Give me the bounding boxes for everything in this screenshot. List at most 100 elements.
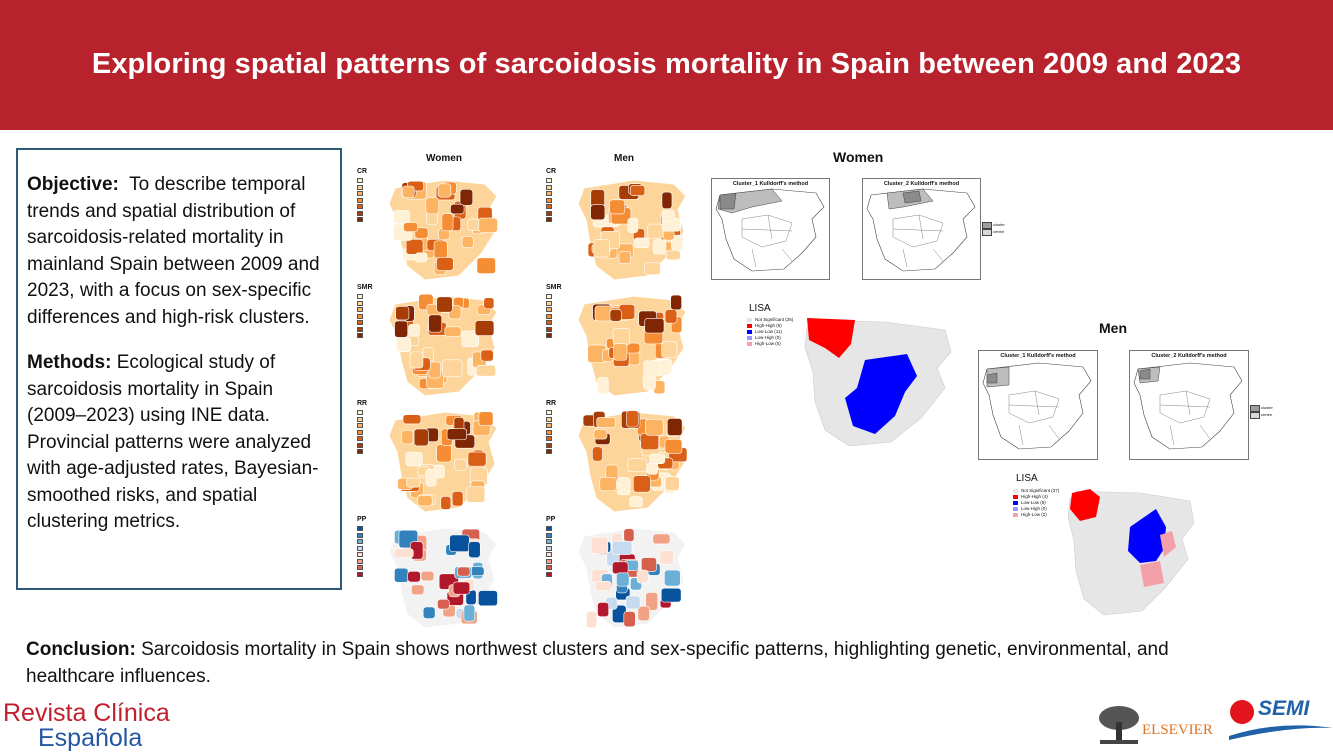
- legend-swatch: [357, 442, 363, 448]
- province-region: [609, 309, 622, 322]
- legend-swatch: [546, 565, 552, 570]
- province-region: [405, 239, 424, 255]
- legend-swatch: [546, 449, 552, 454]
- province-region: [592, 446, 603, 462]
- women-column-title: Women: [426, 153, 462, 164]
- province-region: [637, 605, 650, 621]
- province-region: [593, 429, 608, 440]
- province-region: [452, 581, 471, 595]
- legend-swatch: [357, 300, 363, 306]
- province-region: [623, 611, 636, 628]
- legend-swatch: [357, 565, 363, 570]
- legend-swatch: [357, 294, 363, 299]
- objective-paragraph: Objective: To describe temporal trends a…: [27, 172, 330, 331]
- men-smr-map: [577, 294, 687, 397]
- province-region: [629, 185, 646, 197]
- elsevier-tree-logo: [1096, 704, 1142, 748]
- lisa-legend-swatch: [1013, 506, 1018, 511]
- men-cluster-title: Men: [1099, 320, 1127, 336]
- province-region: [466, 486, 486, 503]
- lisa-legend-item: Low-High (0): [747, 335, 793, 341]
- conclusion-label: Conclusion:: [26, 639, 136, 660]
- legend-swatch: [546, 313, 552, 319]
- province-region: [420, 570, 435, 582]
- men-cluster2-panel: Cluster_2 Kulldorff's method: [1129, 350, 1249, 460]
- province-region: [647, 223, 664, 239]
- province-region: [476, 364, 496, 377]
- lisa-legend-item: Not Significant (26): [747, 317, 793, 323]
- province-region: [440, 496, 452, 510]
- women-cluster2-panel: Cluster_2 Kulldorff's method: [862, 178, 981, 280]
- province-region: [433, 240, 448, 259]
- legend-swatch: [546, 552, 552, 557]
- province-region: [425, 469, 437, 487]
- men-lisa-title: LISA: [1016, 473, 1038, 484]
- legend-swatch: [546, 333, 552, 338]
- legend-swatch: [357, 326, 363, 332]
- province-region: [449, 534, 470, 552]
- legend-swatch: [357, 532, 363, 538]
- lisa-legend-item: Not Significant (37): [1013, 488, 1059, 494]
- women-smr-map: [388, 293, 498, 397]
- men-cluster-legend-label: cluster: [1261, 405, 1273, 410]
- legend-swatch: [546, 294, 552, 299]
- province-region: [467, 451, 487, 467]
- province-region: [451, 491, 464, 507]
- province-region: [633, 475, 651, 493]
- methods-label: Methods:: [27, 352, 112, 373]
- women-cluster2-map: [866, 188, 976, 272]
- men-pp-legend: [546, 526, 552, 578]
- province-region: [586, 611, 598, 628]
- men-rr-legend: [546, 410, 552, 456]
- journal-name-line2: Española: [38, 724, 143, 752]
- women-cr-row-label: CR: [357, 168, 368, 175]
- province-region: [643, 373, 656, 391]
- women-cluster2-title: Cluster_2 Kulldorff's method: [883, 181, 960, 187]
- semi-logo-dot: [1230, 700, 1254, 724]
- province-region: [640, 433, 660, 450]
- province-region: [617, 477, 631, 496]
- lisa-legend-item: High-High (4): [1013, 494, 1059, 500]
- province-region: [461, 330, 479, 348]
- lisa-legend-label: Low-Low (11): [755, 329, 782, 334]
- legend-swatch: [357, 526, 363, 531]
- legend-swatch: [357, 204, 363, 209]
- men-smr-legend: [546, 294, 552, 340]
- women-cluster1-map: [715, 188, 825, 272]
- province-region: [633, 237, 650, 249]
- lisa-legend-label: Low-High (0): [755, 335, 781, 340]
- legend-swatch: [546, 320, 552, 325]
- men-cluster1-panel: Cluster_1 Kulldorff's method: [978, 350, 1098, 460]
- province-region: [483, 297, 495, 310]
- legend-swatch: [546, 545, 552, 551]
- women-centre-legend-label: centre: [993, 229, 1005, 234]
- summary-box: Objective: To describe temporal trends a…: [16, 148, 342, 590]
- legend-swatch: [546, 191, 552, 196]
- province-region: [459, 189, 474, 206]
- lisa-legend-label: Low-High (0): [1021, 506, 1047, 511]
- semi-wordmark: SEMI: [1258, 697, 1310, 720]
- legend-swatch: [357, 552, 363, 557]
- legend-swatch: [357, 307, 363, 312]
- province-region: [457, 566, 471, 577]
- province-region: [629, 496, 643, 507]
- lisa-legend-swatch: [747, 323, 752, 328]
- lisa-legend-swatch: [747, 329, 752, 334]
- women-cr-map: [388, 179, 498, 281]
- province-region: [660, 587, 682, 603]
- province-region: [645, 592, 659, 611]
- lisa-legend-item: High-Low (2): [1013, 512, 1059, 518]
- men-rr-map: [577, 410, 688, 513]
- province-region: [474, 320, 495, 336]
- lisa-legend-swatch: [1013, 500, 1018, 505]
- province-region: [590, 536, 609, 554]
- page-title: Exploring spatial patterns of sarcoidosi…: [91, 48, 1242, 80]
- women-lisa-map: [804, 318, 952, 447]
- men-cr-legend: [546, 178, 552, 224]
- women-cluster-legend-swatch: [982, 222, 992, 229]
- men-centre-legend-label: centre: [1261, 412, 1273, 417]
- province-region: [643, 360, 662, 377]
- province-region: [442, 359, 463, 378]
- men-cr-map: [577, 179, 687, 281]
- legend-swatch: [357, 210, 363, 216]
